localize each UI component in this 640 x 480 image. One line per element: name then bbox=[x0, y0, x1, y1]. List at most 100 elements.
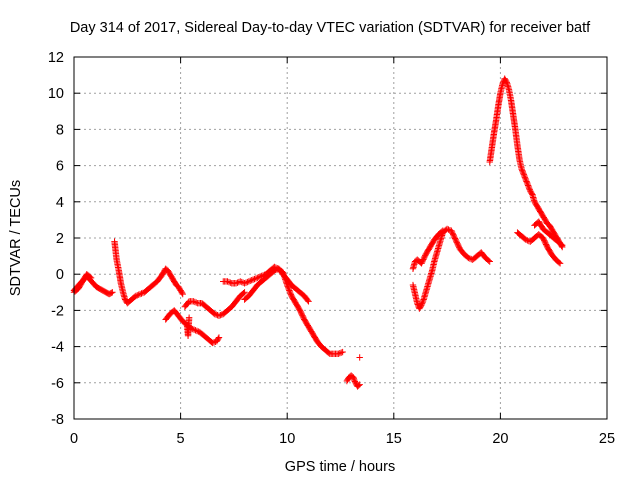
data-point bbox=[418, 300, 426, 307]
data-point bbox=[193, 327, 201, 335]
data-point bbox=[211, 310, 218, 318]
data-point bbox=[521, 174, 529, 181]
data-point bbox=[185, 314, 193, 321]
data-point bbox=[418, 301, 425, 309]
data-point bbox=[356, 354, 363, 361]
y-axis-label: SDTVAR / TECUs bbox=[8, 180, 24, 296]
data-point bbox=[135, 291, 142, 298]
data-point bbox=[555, 259, 563, 266]
data-point bbox=[252, 275, 260, 282]
data-point bbox=[355, 382, 362, 389]
data-point bbox=[559, 242, 566, 249]
data-point bbox=[108, 289, 115, 297]
chart-title: Day 314 of 2017, Sidereal Day-to-day VTE… bbox=[70, 20, 591, 36]
grid bbox=[74, 57, 607, 419]
data-point bbox=[338, 349, 345, 356]
data-point bbox=[443, 225, 451, 233]
data-point bbox=[335, 350, 342, 358]
data-point bbox=[258, 272, 265, 280]
data-point bbox=[336, 350, 343, 357]
data-point bbox=[242, 279, 250, 286]
data-point bbox=[284, 283, 291, 290]
y-tick-label: -4 bbox=[51, 340, 64, 356]
data-point bbox=[523, 179, 531, 186]
y-tick-label: 4 bbox=[56, 195, 64, 211]
series-segment-5 bbox=[181, 289, 248, 320]
data-point bbox=[486, 258, 493, 265]
data-point bbox=[523, 178, 530, 185]
data-point bbox=[284, 281, 291, 289]
data-point bbox=[524, 182, 532, 189]
series-segment-7 bbox=[220, 263, 312, 305]
data-point bbox=[227, 279, 234, 286]
y-tick-label: 0 bbox=[56, 267, 64, 283]
data-point bbox=[86, 273, 94, 281]
data-point bbox=[191, 298, 199, 306]
y-tick-label: 12 bbox=[48, 50, 64, 66]
data-point bbox=[438, 228, 445, 235]
data-point bbox=[212, 311, 220, 318]
data-point bbox=[525, 183, 532, 191]
data-point bbox=[87, 274, 95, 282]
data-point bbox=[485, 257, 492, 264]
series-segment-6 bbox=[183, 314, 193, 339]
x-tick-label: 25 bbox=[599, 431, 615, 447]
axis-ticks: 0 5 10 15 20 25 -8 -6 -4 -2 0 2 4 6 8 10 12 bbox=[48, 50, 615, 447]
data-point bbox=[528, 190, 535, 197]
data-point bbox=[224, 278, 231, 285]
data-point bbox=[305, 298, 312, 305]
data-point bbox=[136, 290, 144, 298]
series-segment-11 bbox=[409, 225, 493, 312]
data-point bbox=[241, 280, 248, 287]
data-point bbox=[244, 278, 251, 286]
data-point bbox=[249, 276, 257, 283]
y-tick-label: 6 bbox=[56, 159, 64, 175]
data-point bbox=[502, 77, 510, 85]
data-point bbox=[285, 284, 292, 291]
data-point bbox=[254, 274, 261, 282]
x-tick-label: 0 bbox=[70, 431, 78, 447]
data-point bbox=[287, 290, 294, 297]
y-tick-label: -8 bbox=[51, 412, 64, 428]
data-point bbox=[519, 167, 526, 174]
data-point bbox=[215, 312, 223, 320]
data-point bbox=[232, 280, 240, 287]
data-points bbox=[70, 75, 566, 390]
x-tick-label: 20 bbox=[492, 431, 508, 447]
data-point bbox=[419, 299, 426, 306]
data-point bbox=[251, 275, 258, 283]
data-point bbox=[520, 170, 527, 177]
data-point bbox=[209, 339, 216, 347]
data-point bbox=[190, 298, 197, 305]
x-tick-label: 10 bbox=[279, 431, 295, 447]
data-point bbox=[215, 334, 223, 341]
x-tick-label: 15 bbox=[386, 431, 402, 447]
series-segment-9 bbox=[343, 372, 363, 390]
data-point bbox=[234, 279, 241, 286]
data-point bbox=[524, 180, 531, 188]
data-point bbox=[286, 287, 293, 294]
data-point bbox=[285, 285, 292, 293]
data-point bbox=[109, 289, 116, 296]
y-tick-label: -6 bbox=[51, 376, 64, 392]
data-point bbox=[237, 278, 244, 285]
series-segment-3 bbox=[111, 238, 186, 307]
series-segment-13 bbox=[486, 75, 566, 251]
series-segment-14 bbox=[514, 229, 564, 267]
data-point bbox=[255, 274, 262, 281]
data-point bbox=[193, 299, 200, 306]
y-tick-label: 8 bbox=[56, 122, 64, 138]
data-point bbox=[518, 166, 525, 173]
data-point bbox=[192, 327, 199, 334]
x-axis-label: GPS time / hours bbox=[285, 459, 395, 475]
data-point bbox=[304, 297, 311, 304]
data-point bbox=[521, 172, 528, 180]
data-point bbox=[519, 168, 526, 176]
data-point bbox=[178, 289, 186, 297]
data-point bbox=[225, 278, 233, 286]
data-point bbox=[522, 236, 530, 244]
data-point bbox=[351, 376, 358, 384]
data-point bbox=[238, 278, 245, 286]
plot-frame bbox=[73, 56, 608, 420]
